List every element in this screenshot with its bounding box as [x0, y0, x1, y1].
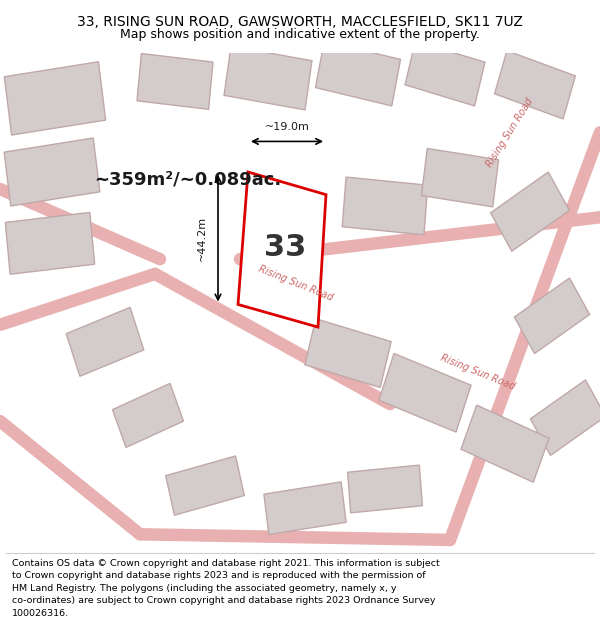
Polygon shape	[4, 62, 106, 135]
Polygon shape	[166, 456, 244, 515]
Text: Contains OS data © Crown copyright and database right 2021. This information is : Contains OS data © Crown copyright and d…	[12, 559, 440, 618]
Polygon shape	[421, 149, 499, 207]
Polygon shape	[530, 380, 600, 456]
Polygon shape	[405, 41, 485, 106]
Polygon shape	[264, 482, 346, 534]
Polygon shape	[494, 51, 575, 119]
Text: 33, RISING SUN ROAD, GAWSWORTH, MACCLESFIELD, SK11 7UZ: 33, RISING SUN ROAD, GAWSWORTH, MACCLESF…	[77, 15, 523, 29]
Text: Rising Sun Road: Rising Sun Road	[485, 96, 535, 169]
Polygon shape	[514, 278, 590, 354]
Text: ~44.2m: ~44.2m	[197, 216, 207, 261]
Polygon shape	[342, 177, 428, 235]
Polygon shape	[305, 319, 391, 388]
Polygon shape	[316, 41, 401, 106]
Text: ~359m²/~0.089ac.: ~359m²/~0.089ac.	[94, 171, 281, 189]
Text: Rising Sun Road: Rising Sun Road	[439, 353, 517, 392]
Polygon shape	[238, 172, 326, 327]
Text: ~19.0m: ~19.0m	[265, 122, 310, 132]
Polygon shape	[137, 54, 213, 109]
Text: Rising Sun Road: Rising Sun Road	[257, 263, 335, 302]
Polygon shape	[224, 46, 312, 110]
Polygon shape	[379, 354, 471, 432]
Polygon shape	[461, 405, 549, 482]
Polygon shape	[66, 308, 144, 376]
Polygon shape	[491, 172, 569, 251]
Polygon shape	[347, 465, 422, 513]
Polygon shape	[5, 213, 95, 274]
Polygon shape	[4, 138, 100, 206]
Text: 33: 33	[264, 233, 306, 262]
Text: Map shows position and indicative extent of the property.: Map shows position and indicative extent…	[120, 28, 480, 41]
Polygon shape	[113, 383, 184, 448]
